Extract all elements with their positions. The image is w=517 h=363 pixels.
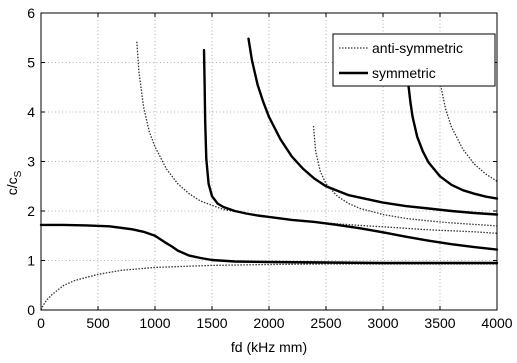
y-axis-label: c/cS <box>4 170 24 195</box>
x-tick-label: 1500 <box>196 315 227 331</box>
x-tick-label: 2000 <box>253 315 284 331</box>
anti-symmetric-series-line <box>312 125 498 227</box>
x-tick-label: 500 <box>86 315 110 331</box>
x-axis-label: fd (kHz mm) <box>231 339 307 355</box>
symmetric-series-line <box>202 48 499 251</box>
y-tick-label: 5 <box>27 55 35 71</box>
y-axis-label-subscript: S <box>13 170 24 177</box>
y-axis-label-main: c/c <box>4 177 20 195</box>
legend-label-anti-symmetric: anti-symmetric <box>372 40 463 56</box>
tick-layer: 0 500 1000 1500 2000 2500 3000 3500 4000 0 1 2 3 4 5 6 <box>27 5 513 331</box>
symmetric-series-line <box>406 81 499 200</box>
anti-symmetric-series-line <box>439 82 498 182</box>
x-tick-label: 3000 <box>367 315 398 331</box>
legend-label-symmetric: symmetric <box>372 65 436 81</box>
y-tick-label: 4 <box>27 104 35 120</box>
symmetric-series-line <box>39 223 499 265</box>
series-layer <box>39 37 499 311</box>
y-tick-label: 0 <box>27 302 35 318</box>
x-tick-label: 4000 <box>481 315 512 331</box>
x-tick-label: 2500 <box>310 315 341 331</box>
x-tick-label: 3500 <box>424 315 455 331</box>
x-tick-label: 0 <box>37 315 45 331</box>
y-tick-label: 3 <box>27 154 35 170</box>
symmetric-series-line <box>247 37 499 216</box>
y-axis-label-text: c/cS <box>4 170 24 195</box>
x-tick-label: 1000 <box>139 315 170 331</box>
legend: anti-symmetric symmetric <box>332 33 496 87</box>
y-tick-label: 2 <box>27 203 35 219</box>
y-tick-label: 1 <box>27 253 35 269</box>
legend-box <box>332 33 496 87</box>
y-tick-label: 6 <box>27 5 35 21</box>
